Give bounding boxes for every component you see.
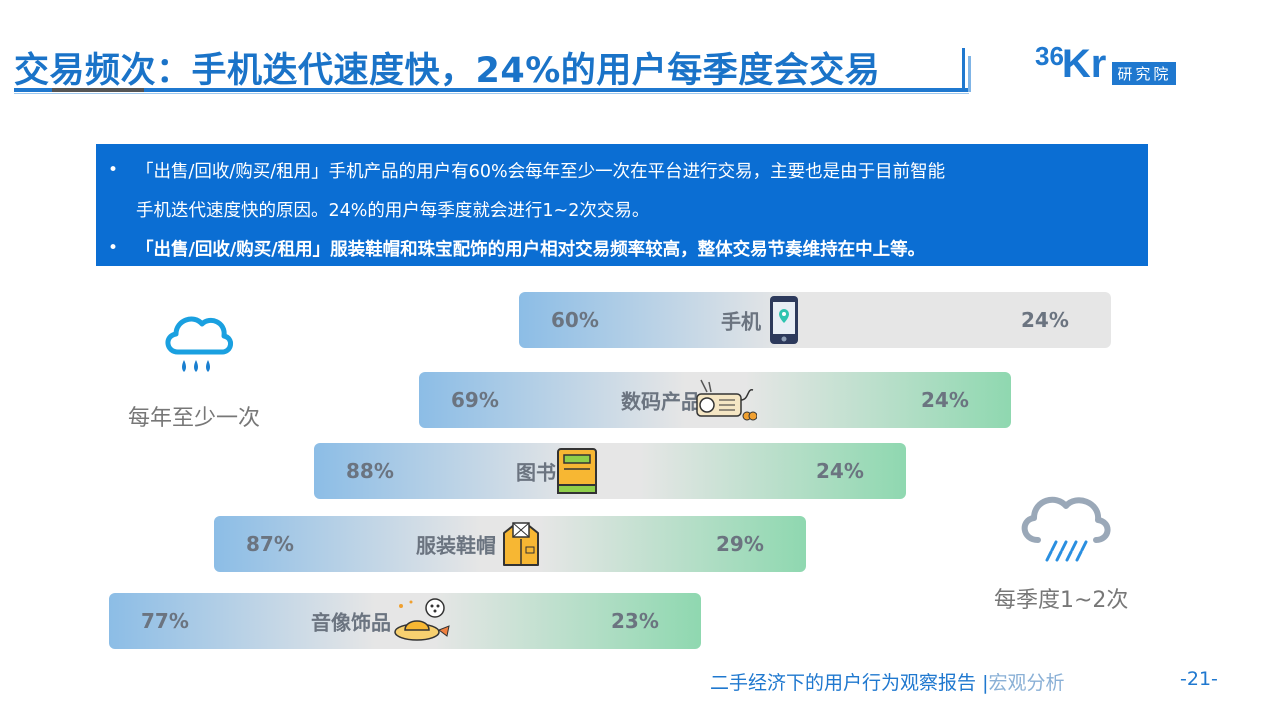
bar-1: 69% 数码产品 24% [419, 372, 1011, 428]
category-label-4: 音像饰品 [311, 610, 391, 635]
bar-4: 77% 音像饰品 23% [109, 593, 701, 649]
page-title: 交易频次：手机迭代速度快，24%的用户每季度会交易 [14, 51, 881, 91]
title-underline-accent [52, 88, 144, 92]
cloud-rain-heavy-icon [1021, 496, 1111, 562]
value-yearly-1: 69% [451, 388, 499, 412]
footer-separator: | [982, 672, 989, 694]
title-underline-thin [14, 93, 969, 94]
bar-0: 60% 手机 24% [519, 292, 1111, 348]
footer-report-title: 二手经济下的用户行为观察报告 |宏观分析 [710, 668, 1064, 695]
value-quarterly-2: 24% [816, 459, 864, 483]
value-quarterly-0: 24% [1021, 308, 1069, 332]
summary-line-1a: 「出售/回收/购买/租用」手机产品的用户有60%会每年至少一次在平台进行交易，主… [136, 162, 946, 182]
category-label-3: 服装鞋帽 [416, 533, 496, 558]
value-yearly-3: 87% [246, 532, 294, 556]
bullet-2: • [108, 238, 119, 258]
title-marker [962, 48, 965, 90]
book-icon [556, 447, 600, 499]
footer-report: 二手经济下的用户行为观察报告 [710, 672, 977, 694]
bar-3: 87% 服装鞋帽 29% [214, 516, 806, 572]
logo-kr: Kr [1061, 42, 1107, 86]
value-quarterly-3: 29% [716, 532, 764, 556]
hat-icon [391, 596, 453, 650]
value-yearly-2: 88% [346, 459, 394, 483]
summary-line-1b: 手机迭代速度快的原因。24%的用户每季度就会进行1~2次交易。 [136, 201, 650, 221]
category-label-2: 图书 [516, 460, 556, 485]
legend-yearly: 每年至少一次 [128, 406, 261, 431]
value-quarterly-1: 24% [921, 388, 969, 412]
page-number: -21- [1180, 668, 1218, 690]
cloud-rain-light-icon [165, 316, 233, 372]
shirt-icon [500, 521, 542, 571]
radio-icon [693, 378, 758, 426]
logo-subtitle: 研究院 [1112, 62, 1177, 85]
title-underline [14, 88, 969, 92]
footer-section: 宏观分析 [988, 672, 1065, 694]
bullet-1: • [108, 160, 119, 180]
bar-2: 88% 图书 24% [314, 443, 906, 499]
value-yearly-0: 60% [551, 308, 599, 332]
category-label-0: 手机 [721, 309, 761, 334]
summary-box: • 「出售/回收/购买/租用」手机产品的用户有60%会每年至少一次在平台进行交易… [96, 144, 1148, 266]
phone-icon [769, 295, 799, 349]
summary-line-2: 「出售/回收/购买/租用」服装鞋帽和珠宝配饰的用户相对交易频率较高，整体交易节奏… [136, 240, 926, 260]
logo: 36 Kr 研究院 [1035, 41, 1177, 88]
category-label-1: 数码产品 [621, 389, 701, 414]
value-yearly-4: 77% [141, 609, 189, 633]
legend-quarterly: 每季度1~2次 [994, 588, 1129, 613]
value-quarterly-4: 23% [611, 609, 659, 633]
title-marker-light [968, 56, 971, 92]
logo-36: 36 [1035, 41, 1064, 71]
